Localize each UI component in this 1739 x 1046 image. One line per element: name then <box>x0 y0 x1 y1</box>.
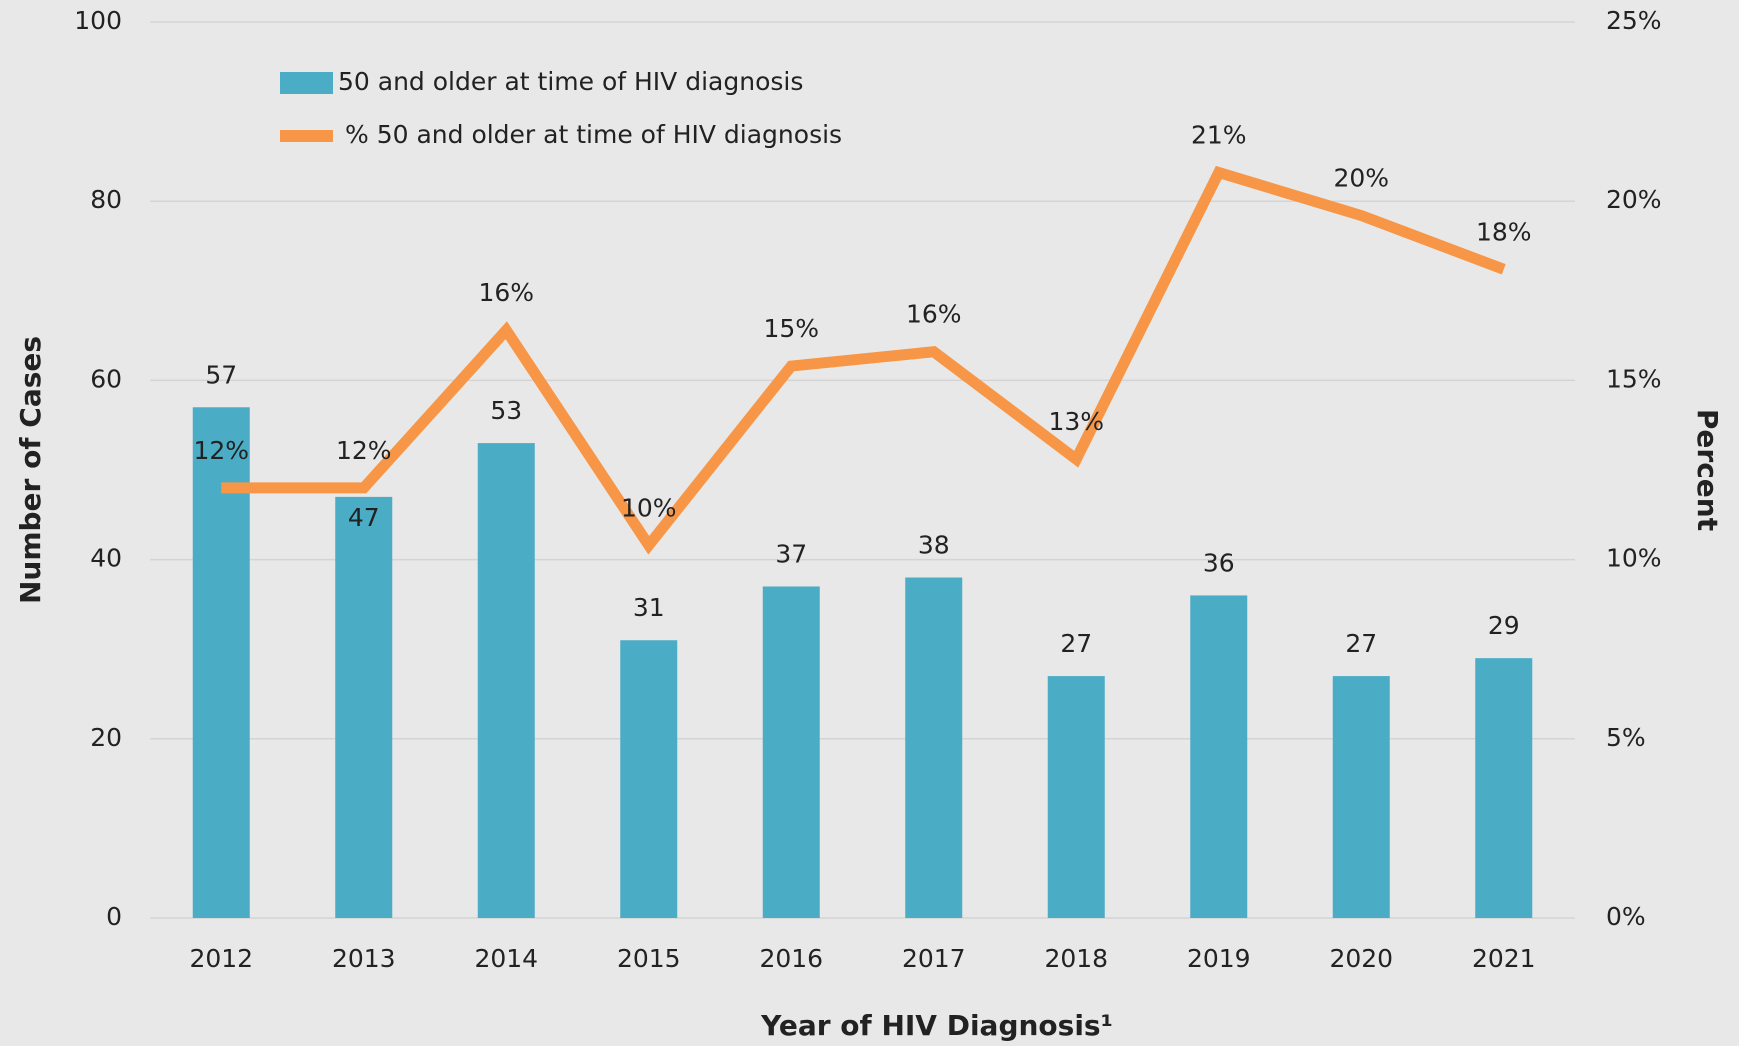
y-tick-label: 100 <box>74 6 122 35</box>
legend-label: 50 and older at time of HIV diagnosis <box>338 67 803 96</box>
bar <box>1190 595 1248 918</box>
x-tick-label: 2017 <box>902 944 966 973</box>
x-tick-label: 2012 <box>189 944 253 973</box>
legend-label: % 50 and older at time of HIV diagnosis <box>345 120 842 149</box>
bar <box>620 640 678 918</box>
y-tick-label: 80 <box>90 185 122 214</box>
x-tick-label: 2013 <box>332 944 396 973</box>
x-tick-label: 2015 <box>617 944 681 973</box>
data-label: 18% <box>1476 217 1532 246</box>
x-tick-label: 2019 <box>1187 944 1251 973</box>
bar <box>1332 676 1390 918</box>
x-tick-label: 2016 <box>759 944 823 973</box>
y2-tick-label: 0% <box>1606 902 1646 931</box>
data-label: 29 <box>1488 611 1520 640</box>
data-label: 16% <box>478 278 534 307</box>
y2-tick-label: 20% <box>1606 185 1662 214</box>
x-tick-label: 2020 <box>1329 944 1393 973</box>
data-label: 16% <box>906 300 962 329</box>
y-axis-title: Number of Cases <box>14 336 47 604</box>
data-label: 13% <box>1048 407 1104 436</box>
data-label: 31 <box>633 593 665 622</box>
data-label: 20% <box>1333 164 1389 193</box>
data-label: 36 <box>1203 548 1235 577</box>
bar <box>905 577 963 918</box>
y-tick-label: 20 <box>90 723 122 752</box>
data-label: 12% <box>193 436 249 465</box>
bar <box>1475 658 1533 918</box>
x-tick-label: 2018 <box>1044 944 1108 973</box>
legend-swatch <box>280 130 333 142</box>
y2-axis-title: Percent <box>1691 409 1724 531</box>
bar <box>762 586 820 918</box>
y-tick-label: 0 <box>106 902 122 931</box>
data-label: 12% <box>336 436 392 465</box>
y2-tick-label: 15% <box>1606 364 1662 393</box>
data-label: 47 <box>348 503 380 532</box>
x-tick-label: 2021 <box>1472 944 1536 973</box>
x-axis-title: Year of HIV Diagnosis¹ <box>760 1009 1113 1042</box>
y2-tick-label: 5% <box>1606 723 1646 752</box>
data-label: 38 <box>918 531 950 560</box>
bar <box>335 496 393 918</box>
data-label: 27 <box>1345 629 1377 658</box>
data-label: 21% <box>1191 121 1247 150</box>
x-tick-label: 2014 <box>474 944 538 973</box>
line <box>221 165 1506 555</box>
data-label: 10% <box>621 493 677 522</box>
y-tick-label: 60 <box>90 364 122 393</box>
data-label: 53 <box>490 396 522 425</box>
data-label: 37 <box>775 539 807 568</box>
data-label: 27 <box>1060 629 1092 658</box>
data-label: 57 <box>205 360 237 389</box>
legend-swatch <box>280 72 333 94</box>
y-tick-label: 40 <box>90 544 122 573</box>
data-label: 15% <box>763 314 819 343</box>
y2-tick-label: 10% <box>1606 544 1662 573</box>
bar <box>1047 676 1105 918</box>
y2-tick-label: 25% <box>1606 6 1662 35</box>
bar <box>477 443 535 918</box>
